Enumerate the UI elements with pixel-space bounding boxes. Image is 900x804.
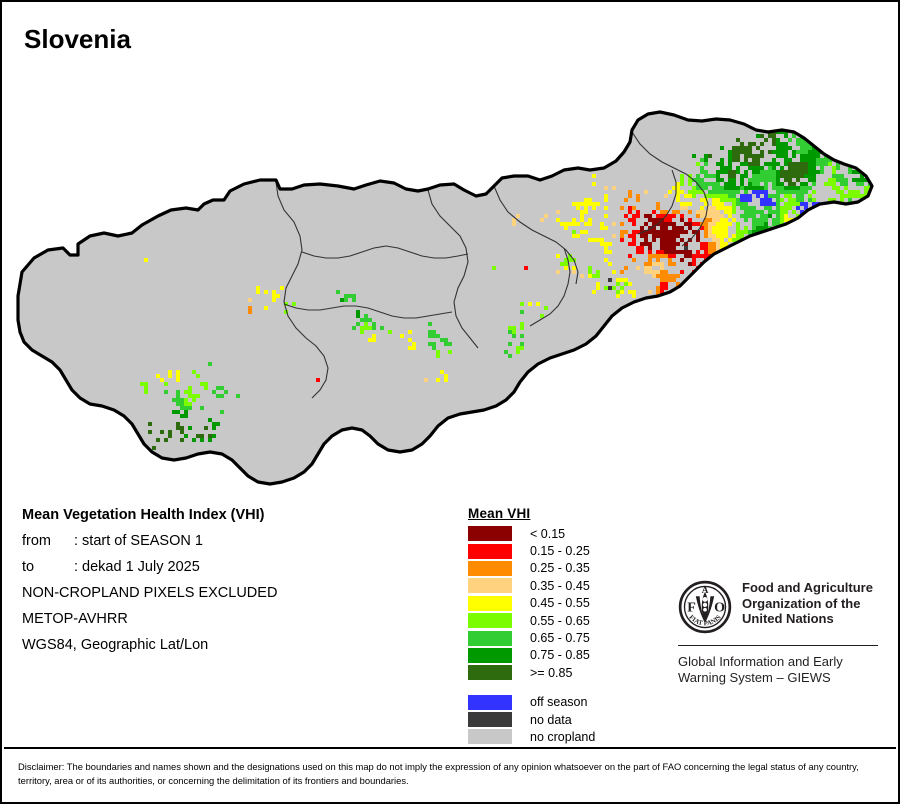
internal-boundary-8 [637, 169, 677, 235]
fao-logo-letter-o: O [714, 599, 725, 615]
legend-class-1-row[interactable]: 0.15 - 0.25 [468, 542, 648, 559]
legend-class-2-swatch [468, 560, 512, 576]
map-legend: Mean VHI < 0.15 0.15 - 0.25 0.25 - 0.35 0.3… [468, 506, 648, 746]
legend-class-8-label: >= 0.85 [530, 665, 573, 680]
legend-special-2-label: no cropland [530, 729, 596, 744]
legend-class-4-label: 0.45 - 0.55 [530, 596, 590, 611]
legend-class-3-swatch [468, 578, 512, 594]
info-to-value: : dekad 1 July 2025 [74, 559, 200, 575]
fao-logo-letter-f: F [687, 599, 696, 615]
legend-class-6-row[interactable]: 0.65 - 0.75 [468, 629, 648, 646]
legend-class-7-label: 0.75 - 0.85 [530, 648, 590, 663]
legend-class-5-label: 0.55 - 0.65 [530, 613, 590, 628]
legend-class-5-swatch [468, 613, 512, 629]
fao-logo-letter-a: A [702, 585, 709, 595]
legend-special-0-row[interactable]: off season [468, 694, 648, 711]
country-outline [16, 110, 874, 486]
legend-class-list: < 0.15 0.15 - 0.25 0.25 - 0.35 0.35 - 0.45 0… [468, 525, 648, 682]
internal-boundary-2 [493, 185, 579, 285]
legend-special-list: off season no data no cropland [468, 694, 648, 746]
page-title: Slovenia [24, 24, 131, 54]
info-to-label: to [22, 559, 35, 575]
internal-boundary-3 [631, 131, 709, 247]
legend-special-2-row[interactable]: no cropland [468, 728, 648, 745]
legend-class-4-swatch [468, 595, 512, 611]
slovenia-choropleth-map[interactable] [8, 58, 892, 498]
internal-boundary-7 [529, 247, 571, 327]
legend-class-2-row[interactable]: 0.25 - 0.35 [468, 560, 648, 577]
legend-special-0-label: off season [530, 695, 588, 710]
country-base-fill [18, 112, 872, 484]
legend-class-3-label: 0.35 - 0.45 [530, 578, 590, 593]
info-sensor: METOP-AVHRR [22, 611, 128, 627]
fao-organization-name: Food and Agriculture Organization of the… [742, 580, 873, 627]
legend-spacer [468, 682, 648, 694]
legend-class-0-swatch [468, 526, 512, 542]
disclaimer-divider [4, 747, 896, 749]
legend-class-8-swatch [468, 665, 512, 681]
legend-class-8-row[interactable]: >= 0.85 [468, 664, 648, 681]
fao-name-line2: Organization of the [742, 595, 861, 611]
legend-special-1-row[interactable]: no data [468, 711, 648, 728]
fao-logo-icon: F O A FIAT PANIS [678, 580, 732, 634]
info-row-to: to : dekad 1 July 2025 [22, 559, 442, 575]
fao-name-line1: Food and Agriculture [742, 580, 873, 595]
vhi-cells-c8B0000 [640, 214, 700, 266]
internal-boundaries-layer [275, 131, 818, 399]
internal-boundary-4 [751, 237, 818, 269]
disclaimer-text: Disclaimer: The boundaries and names sho… [18, 761, 859, 786]
info-from-value: : start of SEASON 1 [74, 533, 203, 549]
giews-line1: Global Information and Early [678, 654, 843, 669]
legend-class-1-label: 0.15 - 0.25 [530, 544, 590, 559]
legend-class-0-label: < 0.15 [530, 526, 566, 541]
internal-boundary-5 [301, 245, 469, 259]
legend-special-2-swatch [468, 729, 512, 745]
internal-boundary-0 [275, 181, 329, 399]
info-projection: WGS84, Geographic Lat/Lon [22, 637, 209, 653]
legend-special-1-label: no data [530, 712, 572, 727]
fao-divider [678, 645, 878, 646]
legend-class-3-row[interactable]: 0.35 - 0.45 [468, 577, 648, 594]
internal-boundary-1 [427, 189, 479, 349]
legend-class-4-row[interactable]: 0.45 - 0.55 [468, 595, 648, 612]
legend-class-6-label: 0.65 - 0.75 [530, 631, 590, 646]
giews-name: Global Information and Early Warning Sys… [678, 654, 888, 686]
info-from-label: from [22, 533, 51, 549]
legend-class-6-swatch [468, 630, 512, 646]
legend-class-2-label: 0.25 - 0.35 [530, 561, 590, 576]
legend-special-1-swatch [468, 712, 512, 728]
giews-line2: Warning System – GIEWS [678, 670, 831, 685]
internal-boundary-6 [283, 303, 453, 319]
legend-class-5-row[interactable]: 0.55 - 0.65 [468, 612, 648, 629]
legend-title: Mean VHI [468, 506, 531, 521]
map-canvas[interactable] [8, 58, 892, 498]
fao-name-line3: United Nations [742, 611, 834, 626]
fao-logo-and-name: F O A FIAT PANIS Food and Agriculture Or… [678, 580, 888, 634]
legend-class-0-row[interactable]: < 0.15 [468, 525, 648, 542]
info-row-from: from : start of SEASON 1 [22, 533, 442, 549]
legend-class-1-swatch [468, 543, 512, 559]
fao-branding-block: F O A FIAT PANIS Food and Agriculture Or… [678, 580, 888, 686]
info-header: Mean Vegetation Health Index (VHI) [22, 507, 265, 523]
legend-special-0-swatch [468, 694, 512, 710]
legend-class-7-swatch [468, 647, 512, 663]
map-info-block: Mean Vegetation Health Index (VHI) from:… [22, 507, 442, 663]
info-cropland-note: NON-CROPLAND PIXELS EXCLUDED [22, 585, 278, 601]
legend-class-7-row[interactable]: 0.75 - 0.85 [468, 647, 648, 664]
